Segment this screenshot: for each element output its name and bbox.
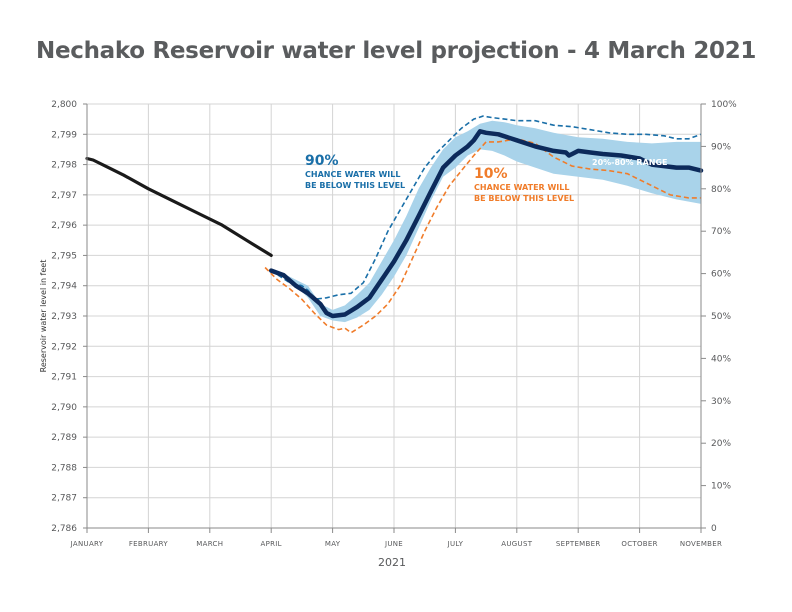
y2-tick-label: 80% <box>711 185 731 195</box>
median-line <box>268 129 704 319</box>
y2-tick-label: 40% <box>711 354 731 364</box>
y-tick-label: 2,786 <box>51 524 77 534</box>
y-tick-label: 2,800 <box>51 100 77 110</box>
p10-annotation-line1: CHANCE WATER WILL <box>474 183 569 192</box>
x-tick-label: FEBRUARY <box>129 540 169 548</box>
y-tick-label: 2,787 <box>51 494 77 504</box>
p10-annotation-line2: BE BELOW THIS LEVEL <box>474 194 574 203</box>
p90-line <box>270 115 702 301</box>
range-band-area <box>271 120 701 323</box>
y2-tick-label: 90% <box>711 142 731 152</box>
y-tick-label: 2,792 <box>51 342 77 352</box>
y2-tick-label: 100% <box>711 100 737 110</box>
y2-tick-label: 20% <box>711 439 731 449</box>
y-tick-label: 2,794 <box>51 282 77 292</box>
x-tick-label: MAY <box>325 540 341 548</box>
x-tick-label: SEPTEMBER <box>556 540 601 548</box>
axis-labels: 2,800 2,799 2,798 2,797 2,796 2,795 2,794 2,793… <box>51 100 737 548</box>
x-tick-label: JULY <box>447 540 464 548</box>
y2-tick-label: 10% <box>711 482 731 492</box>
range-annotation: 20%-80% RANGE <box>592 158 667 167</box>
p90-annotation-line2: BE BELOW THIS LEVEL <box>305 181 405 190</box>
x-tick-label: JANUARY <box>70 540 104 548</box>
y-tick-label: 2,797 <box>51 191 77 201</box>
y2-tick-label: 70% <box>711 227 731 237</box>
x-tick-label: AUGUST <box>501 540 532 548</box>
y-tick-label: 2,799 <box>51 130 77 140</box>
chart-title: Nechako Reservoir water level projection… <box>36 38 757 64</box>
y-tick-label: 2,798 <box>51 161 77 171</box>
y-tick-label: 2,788 <box>51 463 77 473</box>
y-tick-label: 2,790 <box>51 403 77 413</box>
observed-line <box>85 156 273 257</box>
y2-tick-label: 0 <box>711 524 717 534</box>
p10-line <box>264 137 701 334</box>
x-tick-label: JUNE <box>384 540 403 548</box>
x-axis-title: 2021 <box>378 556 406 569</box>
x-tick-label: NOVEMBER <box>680 540 722 548</box>
y-tick-label: 2,795 <box>51 251 77 261</box>
x-tick-label: APRIL <box>261 540 282 548</box>
p10-annotation-percent: 10% <box>474 166 508 182</box>
y-tick-label: 2,796 <box>51 221 77 231</box>
axes <box>83 103 706 533</box>
y2-tick-label: 50% <box>711 312 731 322</box>
p90-annotation-line1: CHANCE WATER WILL <box>305 170 400 179</box>
range-band <box>271 120 701 323</box>
y-tick-label: 2,789 <box>51 433 77 443</box>
x-tick-label: MARCH <box>196 540 223 548</box>
x-tick-label: OCTOBER <box>621 540 657 548</box>
series-lines <box>85 115 704 334</box>
p90-annotation-percent: 90% <box>305 153 339 169</box>
y2-tick-label: 30% <box>711 397 731 407</box>
y-tick-label: 2,793 <box>51 312 77 322</box>
y2-tick-label: 60% <box>711 270 731 280</box>
y-tick-label: 2,791 <box>51 373 77 383</box>
y-axis-title: Reservoir water level in feet <box>39 260 48 373</box>
